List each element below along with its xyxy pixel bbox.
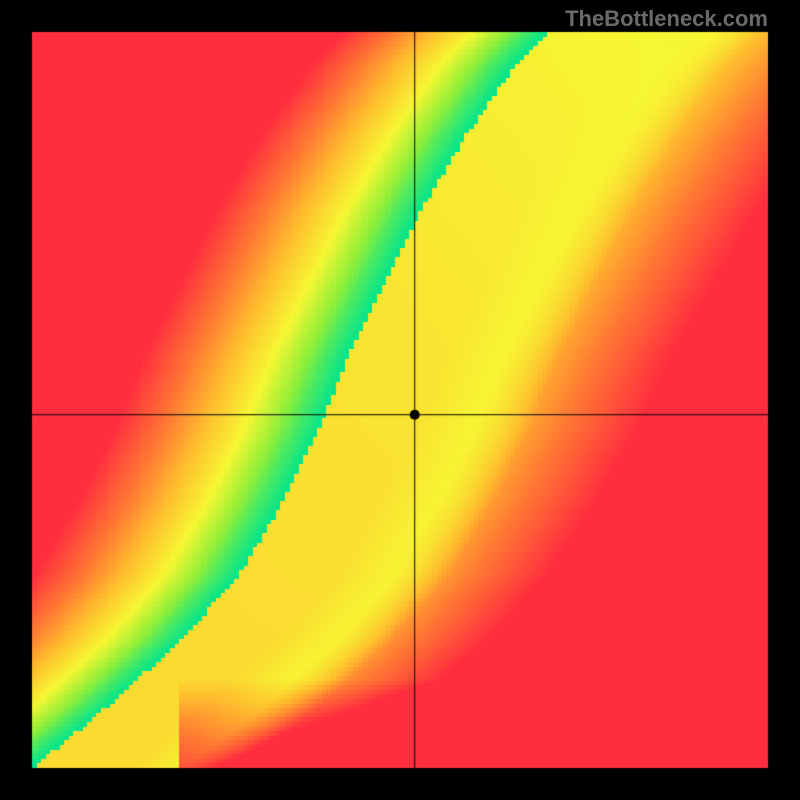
chart-container: TheBottleneck.com	[0, 0, 800, 800]
watermark-text: TheBottleneck.com	[565, 6, 768, 32]
bottleneck-heatmap	[0, 0, 800, 800]
